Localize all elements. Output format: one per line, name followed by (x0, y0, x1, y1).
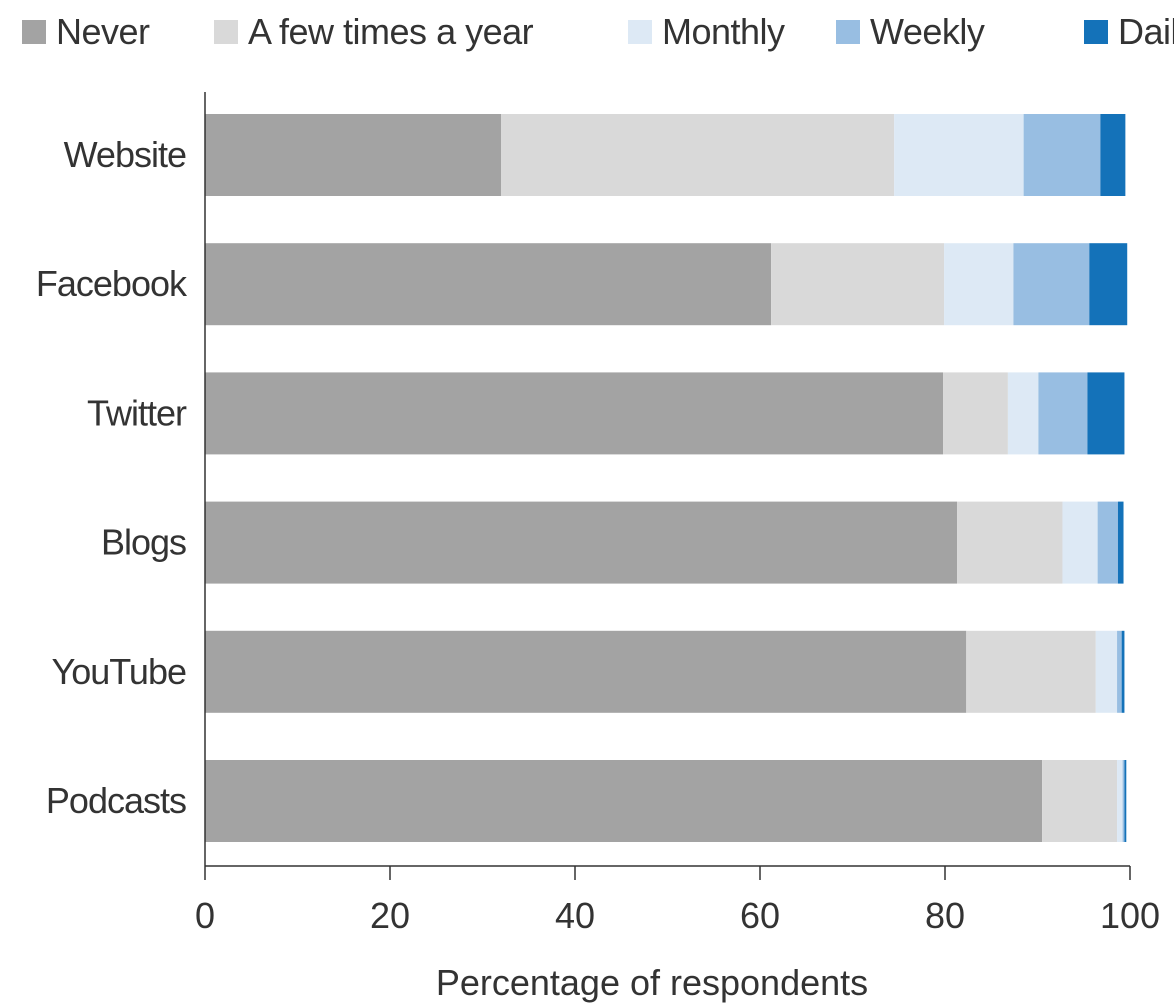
bar-blogs-daily (1118, 502, 1124, 584)
bar-twitter-monthly (1008, 372, 1039, 454)
x-tick-label: 100 (1100, 895, 1160, 936)
legend-swatch (628, 20, 652, 44)
bar-twitter-daily (1087, 372, 1124, 454)
bar-twitter-weekly (1038, 372, 1087, 454)
bar-facebook-weekly (1013, 243, 1089, 325)
bar-youtube-a-few-times-a-year (966, 631, 1096, 713)
bar-blogs-weekly (1098, 502, 1118, 584)
x-axis-label: Percentage of respondents (436, 962, 868, 1003)
bar-youtube-monthly (1096, 631, 1117, 713)
category-label: Podcasts (46, 780, 186, 821)
bar-website-weekly (1024, 114, 1101, 196)
category-label: Blogs (101, 522, 186, 563)
legend-swatch (1084, 20, 1108, 44)
category-label: Twitter (87, 392, 187, 433)
bar-website-never (205, 114, 501, 196)
bar-website-daily (1100, 114, 1125, 196)
bar-website-monthly (894, 114, 1024, 196)
bar-podcasts-daily (1124, 760, 1126, 842)
bar-website-a-few-times-a-year (501, 114, 894, 196)
bar-facebook-never (205, 243, 771, 325)
category-label: Facebook (36, 263, 188, 304)
bar-blogs-never (205, 502, 957, 584)
x-tick-label: 80 (925, 895, 965, 936)
bars (205, 114, 1127, 842)
category-label: YouTube (52, 651, 186, 692)
legend-label: Weekly (870, 11, 985, 52)
bar-podcasts-a-few-times-a-year (1042, 760, 1117, 842)
x-tick-label: 40 (555, 895, 595, 936)
bar-podcasts-never (205, 760, 1042, 842)
legend-label: Monthly (662, 11, 785, 52)
axes (205, 92, 1130, 866)
bar-facebook-monthly (944, 243, 1013, 325)
legend-swatch (836, 20, 860, 44)
category-label: Website (64, 134, 186, 175)
bar-twitter-a-few-times-a-year (943, 372, 1008, 454)
bar-facebook-daily (1089, 243, 1127, 325)
bar-blogs-monthly (1062, 502, 1097, 584)
bar-podcasts-weekly (1123, 760, 1125, 842)
bar-youtube-daily (1122, 631, 1125, 713)
bar-youtube-never (205, 631, 966, 713)
legend-label: Daily (1118, 11, 1174, 52)
legend: Never A few times a year Monthly Weekly Dail… (22, 11, 1174, 52)
bar-podcasts-monthly (1117, 760, 1123, 842)
category-labels: Website Facebook Twitter Blogs YouTube Podcas… (36, 134, 188, 821)
x-tick-label: 20 (370, 895, 410, 936)
legend-label: A few times a year (248, 11, 534, 52)
bar-facebook-a-few-times-a-year (771, 243, 944, 325)
bar-blogs-a-few-times-a-year (957, 502, 1062, 584)
legend-swatch (214, 20, 238, 44)
bar-twitter-never (205, 372, 943, 454)
x-ticks: 0 20 40 60 80 100 (195, 866, 1160, 936)
legend-label: Never (56, 11, 150, 52)
bar-youtube-weekly (1117, 631, 1122, 713)
legend-swatch (22, 20, 46, 44)
x-tick-label: 0 (195, 895, 215, 936)
x-tick-label: 60 (740, 895, 780, 936)
